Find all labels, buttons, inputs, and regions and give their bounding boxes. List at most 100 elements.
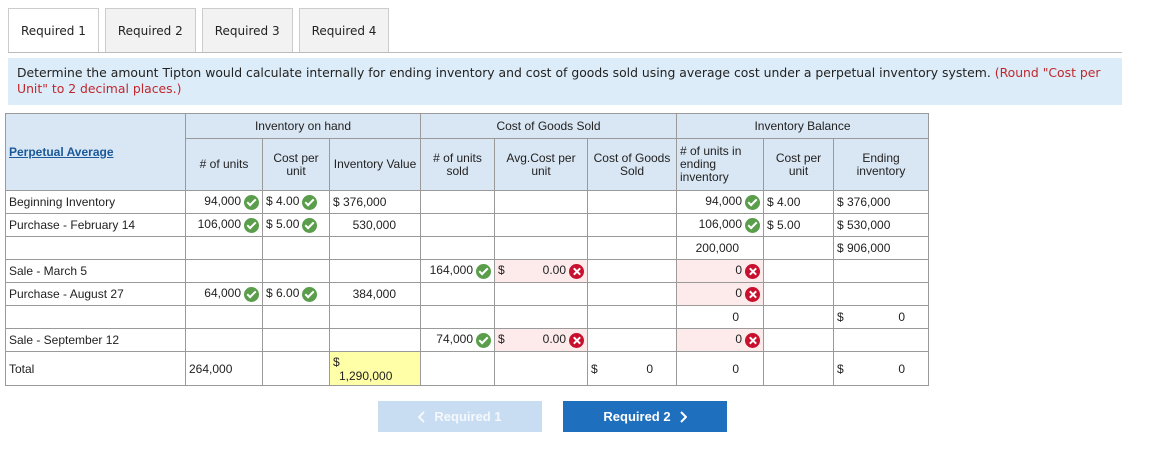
previous-button[interactable]: Required 1 xyxy=(378,401,542,432)
cell[interactable]: $ 5.00 xyxy=(262,213,330,237)
cell[interactable] xyxy=(763,282,834,306)
cross-icon xyxy=(745,286,760,302)
cell[interactable] xyxy=(262,305,330,329)
tab[interactable]: Required 1 xyxy=(8,8,99,53)
group-header: Inventory on hand xyxy=(185,113,421,139)
cell[interactable] xyxy=(420,190,495,214)
tab[interactable]: Required 4 xyxy=(298,8,390,52)
cell[interactable] xyxy=(262,328,330,352)
cell[interactable] xyxy=(420,282,495,306)
cell[interactable]: 74,000 xyxy=(420,328,495,352)
worksheet: Perpetual Average Inventory on hand Cost… xyxy=(5,113,929,386)
cell-pair: $1,290,000 xyxy=(333,355,417,383)
cell[interactable] xyxy=(494,305,588,329)
row-label xyxy=(5,236,186,260)
cell[interactable] xyxy=(494,351,588,386)
cell[interactable] xyxy=(185,259,263,283)
cell[interactable]: 0 xyxy=(676,282,764,306)
cell[interactable] xyxy=(420,351,495,386)
cell[interactable] xyxy=(494,190,588,214)
cell[interactable]: $ 4.00 xyxy=(262,190,330,214)
cell[interactable]: $ 376,000 xyxy=(329,190,421,214)
tab[interactable]: Required 2 xyxy=(104,8,196,52)
cell[interactable]: $1,290,000 xyxy=(329,351,421,386)
cell[interactable] xyxy=(587,305,677,329)
cell[interactable] xyxy=(763,328,834,352)
currency: $ xyxy=(498,332,505,347)
cell[interactable]: $0 xyxy=(587,351,677,386)
cell[interactable] xyxy=(494,236,588,260)
cell[interactable] xyxy=(262,351,330,386)
tab[interactable]: Required 3 xyxy=(201,8,293,52)
cell[interactable]: $0 xyxy=(833,351,929,386)
currency: $ xyxy=(837,361,844,376)
cell[interactable]: 530,000 xyxy=(329,213,421,237)
cell[interactable]: 94,000 xyxy=(185,190,263,214)
cell-value: $ 5.00 xyxy=(266,217,300,232)
cell[interactable] xyxy=(763,351,834,386)
check-icon xyxy=(476,332,491,348)
cell[interactable]: 0 xyxy=(676,351,764,386)
row-label: Purchase - February 14 xyxy=(5,213,186,237)
row-label: Sale - March 5 xyxy=(5,259,186,283)
cell[interactable]: 0 xyxy=(676,305,764,329)
cell[interactable] xyxy=(587,282,677,306)
cell[interactable] xyxy=(329,305,421,329)
cell[interactable] xyxy=(494,213,588,237)
cell[interactable] xyxy=(587,236,677,260)
cell[interactable]: 200,000 xyxy=(676,236,764,260)
cell[interactable] xyxy=(420,305,495,329)
cell[interactable]: $0 xyxy=(833,305,929,329)
cell[interactable] xyxy=(185,236,263,260)
cell[interactable]: $ 4.00 xyxy=(763,190,834,214)
cell-value: 94,000 xyxy=(705,194,742,209)
cell[interactable]: 64,000 xyxy=(185,282,263,306)
cell[interactable]: 106,000 xyxy=(676,213,764,237)
cross-icon xyxy=(569,263,584,279)
cell[interactable]: $0.00 xyxy=(494,259,588,283)
cell[interactable] xyxy=(262,259,330,283)
cell[interactable] xyxy=(329,236,421,260)
cell[interactable]: $ 5.00 xyxy=(763,213,834,237)
cell[interactable]: 0 xyxy=(676,259,764,283)
cell[interactable] xyxy=(763,305,834,329)
cell[interactable] xyxy=(494,282,588,306)
cell-value: 0 xyxy=(646,361,653,376)
cell[interactable] xyxy=(763,236,834,260)
cell[interactable]: $ 906,000 xyxy=(833,236,929,260)
cell[interactable]: 106,000 xyxy=(185,213,263,237)
cell[interactable] xyxy=(763,259,834,283)
chevron-left xyxy=(418,410,426,423)
currency: $ xyxy=(837,310,844,324)
cell[interactable]: $ 530,000 xyxy=(833,213,929,237)
cell[interactable] xyxy=(262,236,330,260)
cell-value: 0 xyxy=(735,332,742,347)
cell-pair: $0 xyxy=(591,362,673,376)
cell[interactable] xyxy=(420,236,495,260)
cell[interactable] xyxy=(587,213,677,237)
cell[interactable]: $ 376,000 xyxy=(833,190,929,214)
check-icon xyxy=(745,217,760,233)
cell[interactable] xyxy=(833,328,929,352)
cell[interactable] xyxy=(833,282,929,306)
cell[interactable]: $ 6.00 xyxy=(262,282,330,306)
cell[interactable] xyxy=(587,190,677,214)
cell[interactable] xyxy=(420,213,495,237)
cell[interactable] xyxy=(185,305,263,329)
cell[interactable] xyxy=(185,328,263,352)
check-icon xyxy=(302,217,318,233)
cell[interactable]: 384,000 xyxy=(329,282,421,306)
cell[interactable]: $0.00 xyxy=(494,328,588,352)
cell[interactable] xyxy=(329,328,421,352)
cell[interactable] xyxy=(587,328,677,352)
cell[interactable]: 264,000 xyxy=(185,351,263,386)
row-label xyxy=(5,305,186,329)
cell[interactable] xyxy=(833,259,929,283)
column-header: Cost of Goods Sold xyxy=(587,138,677,191)
cell[interactable]: 0 xyxy=(676,328,764,352)
cell[interactable]: 94,000 xyxy=(676,190,764,214)
cell[interactable] xyxy=(329,259,421,283)
cell[interactable]: 164,000 xyxy=(420,259,495,283)
cell[interactable] xyxy=(587,259,677,283)
next-button[interactable]: Required 2 xyxy=(563,401,727,432)
